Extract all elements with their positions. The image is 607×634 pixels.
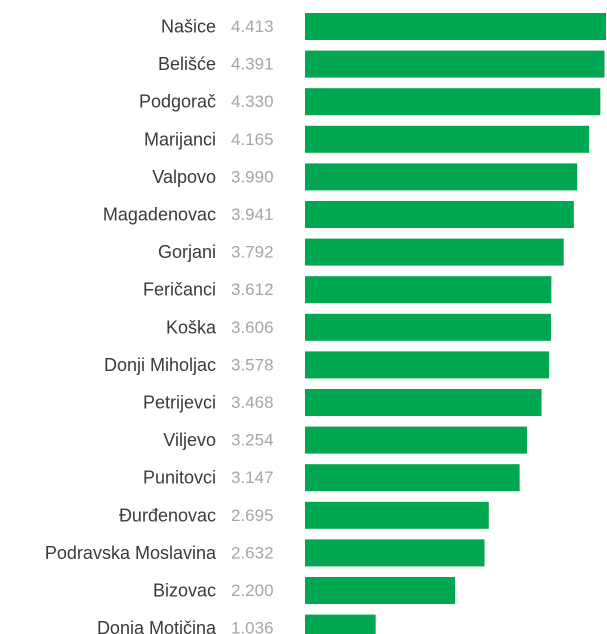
bar-6 — [305, 201, 574, 228]
value-label: 3.254 — [231, 431, 274, 450]
bar-13 — [305, 464, 520, 492]
bar-15 — [305, 539, 485, 567]
value-label: 3.468 — [231, 393, 274, 412]
category-label: Valpovo — [152, 167, 216, 187]
bar-11 — [305, 389, 542, 416]
bar-17 — [305, 614, 376, 634]
category-label: Magadenovac — [103, 205, 216, 225]
category-label: Punitovci — [143, 468, 216, 488]
category-label: Feričanci — [143, 280, 216, 300]
bar-9 — [305, 313, 551, 341]
category-label: Podravska Moslavina — [45, 543, 217, 563]
category-label: Podgorač — [139, 92, 216, 112]
value-label: 3.612 — [231, 280, 274, 299]
category-label: Belišće — [158, 54, 216, 74]
bar-8 — [305, 276, 552, 304]
bar-4 — [305, 125, 590, 153]
value-label: 3.147 — [231, 468, 274, 487]
category-label: Đurđenovac — [119, 505, 216, 525]
value-label: 3.606 — [231, 318, 274, 337]
bar-5 — [305, 163, 578, 191]
category-label: Petrijevci — [143, 393, 216, 413]
value-label: 2.695 — [231, 506, 274, 525]
bar-7 — [305, 238, 564, 266]
value-label: 4.330 — [231, 92, 274, 111]
value-label: 3.792 — [231, 243, 274, 262]
bar-1 — [305, 13, 606, 40]
bar-10 — [305, 351, 550, 379]
category-label: Našice — [161, 17, 216, 37]
category-label: Donja Motičina — [97, 618, 217, 634]
bar-2 — [305, 50, 605, 78]
bar-14 — [305, 501, 489, 529]
category-label: Viljevo — [163, 430, 216, 450]
bar-16 — [305, 577, 456, 604]
category-label: Donji Miholjac — [104, 355, 216, 375]
category-label: Koška — [166, 317, 217, 337]
value-label: 3.941 — [231, 205, 274, 224]
value-label: 2.632 — [231, 543, 274, 562]
bar-3 — [305, 88, 601, 116]
value-label: 1.036 — [231, 619, 274, 634]
category-label: Bizovac — [153, 581, 216, 601]
value-label: 3.578 — [231, 355, 274, 374]
category-label: Marijanci — [144, 129, 216, 149]
value-label: 4.413 — [231, 17, 274, 36]
value-label: 3.990 — [231, 167, 274, 186]
category-label: Gorjani — [158, 242, 216, 262]
value-label: 2.200 — [231, 581, 274, 600]
bar-12 — [305, 426, 527, 454]
value-label: 4.165 — [231, 130, 274, 149]
value-label: 4.391 — [231, 55, 274, 74]
